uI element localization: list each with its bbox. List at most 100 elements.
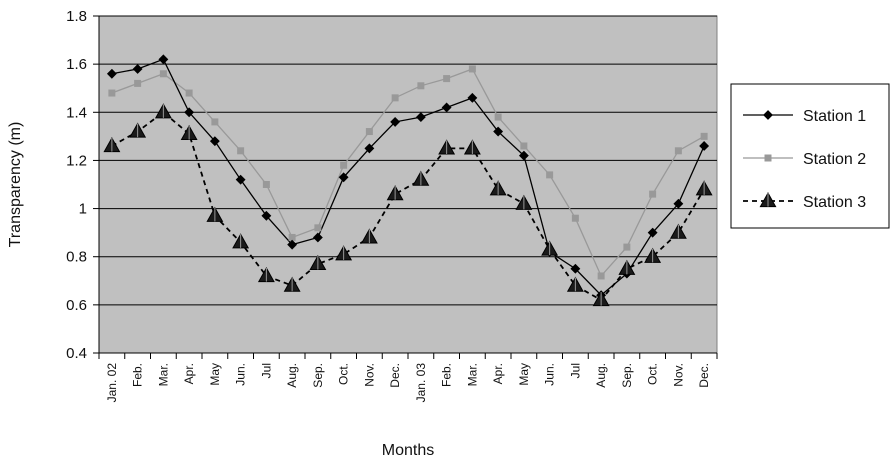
series-2-point — [159, 70, 167, 78]
series-2-point — [520, 142, 528, 150]
series-1-point — [338, 172, 349, 183]
y-tick-label: 1 — [79, 201, 87, 218]
x-tick-label: Jul — [568, 363, 582, 378]
series-line-3 — [111, 111, 705, 302]
x-tick-label: Feb. — [131, 363, 145, 387]
series-2-point — [134, 79, 142, 87]
series-3-point — [129, 122, 147, 138]
series-3-point — [644, 247, 662, 263]
series-2-point — [365, 128, 373, 136]
x-tick-label: Apr. — [182, 363, 196, 384]
series-1-point — [209, 136, 220, 147]
series-1-point — [106, 68, 117, 79]
x-tick-label: Nov. — [671, 363, 685, 387]
series-3-point — [412, 170, 430, 186]
y-tick-label: 1.6 — [66, 56, 87, 73]
series-3-point — [695, 180, 713, 196]
x-tick-label: Jun. — [543, 363, 557, 386]
series-2-point — [185, 89, 193, 97]
x-tick-label: Feb. — [440, 363, 454, 387]
legend — [730, 83, 890, 229]
plot-area — [98, 15, 718, 354]
series-1-point — [415, 112, 426, 123]
series-3-point — [618, 259, 636, 275]
series-3-point — [154, 103, 172, 119]
legend-label-2: Station 2 — [803, 151, 866, 168]
series-1-point — [467, 92, 478, 103]
series-2-point — [494, 113, 502, 121]
series-3-point — [515, 194, 533, 210]
series-3-point — [669, 223, 687, 239]
series-3-point — [592, 291, 610, 307]
series-2-point — [211, 118, 219, 126]
series-3-point — [566, 276, 584, 292]
series-2-point — [674, 147, 682, 155]
series-1-point — [158, 54, 169, 65]
series-2-point — [649, 190, 657, 198]
series-2-point — [623, 243, 631, 251]
series-line-2 — [111, 68, 705, 278]
series-2-point — [546, 171, 554, 179]
legend-label-3: Station 3 — [803, 194, 866, 211]
x-tick-label: May — [208, 363, 222, 386]
x-tick-label: Jan. 02 — [105, 363, 119, 403]
series-1-point — [184, 107, 195, 118]
series-3-point — [103, 136, 121, 153]
series-1-point — [673, 198, 684, 209]
x-tick-label: Mar. — [156, 363, 170, 386]
series-3-point — [360, 228, 378, 244]
series-2-point — [443, 75, 451, 83]
x-tick-label: Dec. — [388, 363, 402, 388]
x-tick-label: Nov. — [362, 363, 376, 387]
x-tick-label: Aug. — [594, 363, 608, 388]
y-tick-label: 0.4 — [66, 345, 87, 362]
series-1-point — [287, 239, 298, 250]
series-2-point — [468, 65, 476, 73]
series-2-point — [700, 132, 708, 140]
y-tick-label: 0.6 — [66, 297, 87, 314]
series-1-point — [132, 64, 143, 74]
series-2-point — [262, 181, 270, 188]
series-3-point — [206, 206, 224, 222]
series-1-point — [312, 232, 323, 243]
x-tick-label: Dec. — [697, 363, 711, 388]
series-2-point — [237, 147, 245, 155]
legend-marker-1 — [763, 110, 773, 120]
series-3-point — [257, 266, 275, 283]
x-tick-label: Oct. — [646, 363, 660, 385]
series-2-point — [571, 214, 579, 222]
x-tick-label: Sep. — [311, 363, 325, 388]
series-1-point — [699, 141, 710, 151]
series-2-point — [597, 272, 605, 280]
series-3-point — [309, 254, 327, 271]
series-1-point — [518, 150, 529, 161]
series-1-point — [261, 210, 272, 221]
y-tick-label: 1.2 — [66, 152, 87, 169]
x-tick-label: Apr. — [491, 363, 505, 384]
legend-marker-3 — [759, 191, 777, 208]
series-3-point — [335, 245, 353, 261]
series-1-point — [570, 263, 581, 274]
y-tick-label: 1.8 — [66, 8, 87, 25]
series-2-point — [314, 224, 322, 232]
series-3-point — [232, 233, 250, 249]
series-1-point — [364, 143, 375, 154]
x-tick-label: Jun. — [234, 363, 248, 386]
series-line-1 — [111, 58, 705, 297]
series-3-point — [438, 139, 456, 155]
y-tick-label: 1.4 — [66, 104, 87, 121]
series-3-point — [386, 185, 404, 201]
series-2-point — [340, 161, 348, 169]
x-tick-label: Jan. 03 — [414, 363, 428, 403]
x-tick-label: Jul — [259, 363, 273, 378]
series-2-point — [108, 89, 116, 97]
x-tick-label: Mar. — [465, 363, 479, 386]
series-3-point — [283, 276, 301, 292]
x-tick-label: Sep. — [620, 363, 634, 388]
series-2-point — [391, 94, 399, 102]
x-tick-label: May — [517, 363, 531, 386]
x-tick-label: Aug. — [285, 363, 299, 388]
series-1-point — [647, 227, 658, 238]
